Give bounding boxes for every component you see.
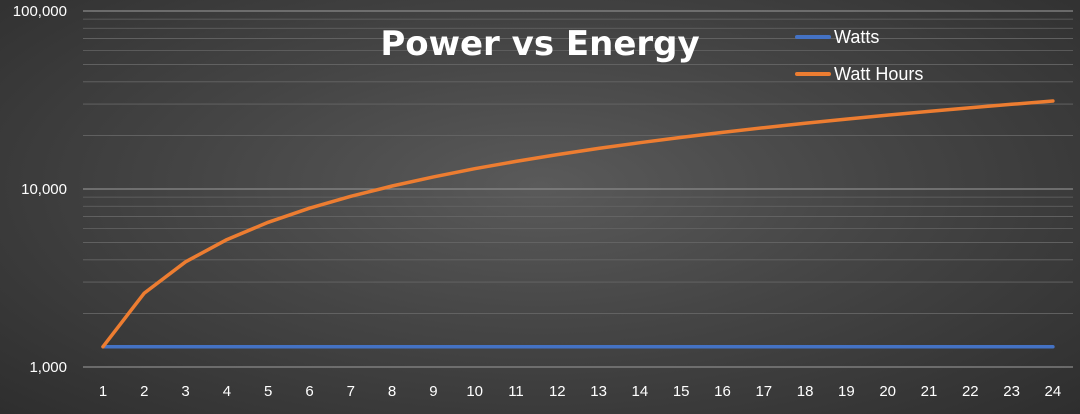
x-tick-label: 12 — [549, 383, 566, 400]
chart-title: Power vs Energy — [380, 24, 699, 64]
x-tick-label: 17 — [755, 383, 772, 400]
legend-label: Watts — [834, 27, 879, 47]
x-tick-label: 21 — [921, 383, 938, 400]
x-tick-label: 16 — [714, 383, 731, 400]
y-tick-label: 1,000 — [29, 359, 67, 376]
x-tick-label: 8 — [388, 383, 396, 400]
gridlines — [83, 10, 1073, 368]
legend-label: Watt Hours — [834, 64, 923, 84]
legend: Watts Watt Hours — [795, 27, 923, 84]
x-tick-label: 5 — [264, 383, 272, 400]
y-tick-label: 10,000 — [21, 181, 67, 198]
x-tick-label: 24 — [1045, 383, 1062, 400]
x-tick-label: 9 — [429, 383, 437, 400]
x-tick-label: 6 — [305, 383, 313, 400]
x-tick-label: 3 — [181, 383, 189, 400]
x-tick-label: 18 — [797, 383, 814, 400]
series-line-watt-hours — [101, 99, 1055, 349]
x-tick-label: 15 — [673, 383, 690, 400]
x-tick-label: 2 — [140, 383, 148, 400]
x-tick-label: 13 — [590, 383, 607, 400]
x-tick-label: 7 — [347, 383, 355, 400]
x-axis-ticks: 1 2 3 4 5 6 7 8 9 10 11 12 13 14 15 16 17 18 19 20 21 22 23 24 — [99, 383, 1061, 400]
x-tick-label: 1 — [99, 383, 107, 400]
x-tick-label: 11 — [508, 383, 524, 400]
x-tick-label: 4 — [223, 383, 231, 400]
series-lines — [101, 99, 1055, 349]
x-tick-label: 22 — [962, 383, 979, 400]
y-tick-label: 100,000 — [13, 3, 67, 20]
x-tick-label: 14 — [632, 383, 649, 400]
x-tick-label: 19 — [838, 383, 855, 400]
y-axis-ticks: 1,000 10,000 100,000 — [13, 3, 67, 376]
x-tick-label: 10 — [466, 383, 483, 400]
x-tick-label: 20 — [879, 383, 896, 400]
x-tick-label: 23 — [1003, 383, 1020, 400]
